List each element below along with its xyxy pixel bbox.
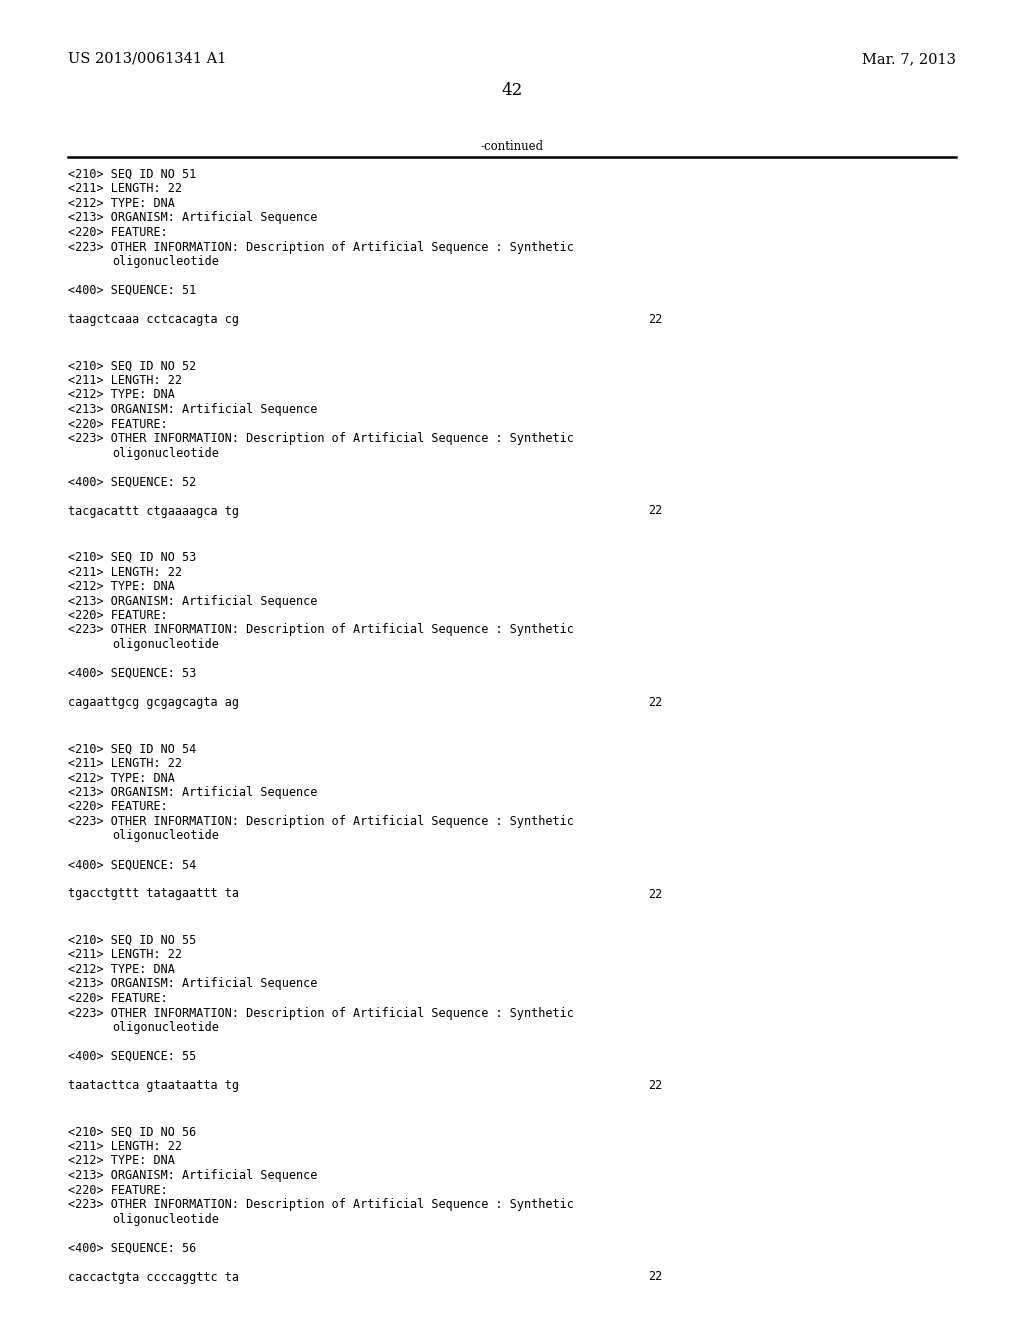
Text: <211> LENGTH: 22: <211> LENGTH: 22 (68, 565, 182, 578)
Text: <210> SEQ ID NO 52: <210> SEQ ID NO 52 (68, 359, 197, 372)
Text: 22: 22 (648, 1078, 663, 1092)
Text: <212> TYPE: DNA: <212> TYPE: DNA (68, 579, 175, 593)
Text: <400> SEQUENCE: 52: <400> SEQUENCE: 52 (68, 475, 197, 488)
Text: cagaattgcg gcgagcagta ag: cagaattgcg gcgagcagta ag (68, 696, 239, 709)
Text: <400> SEQUENCE: 54: <400> SEQUENCE: 54 (68, 858, 197, 871)
Text: <400> SEQUENCE: 56: <400> SEQUENCE: 56 (68, 1242, 197, 1254)
Text: -continued: -continued (480, 140, 544, 153)
Text: <213> ORGANISM: Artificial Sequence: <213> ORGANISM: Artificial Sequence (68, 978, 317, 990)
Text: <400> SEQUENCE: 55: <400> SEQUENCE: 55 (68, 1049, 197, 1063)
Text: <212> TYPE: DNA: <212> TYPE: DNA (68, 1155, 175, 1167)
Text: <212> TYPE: DNA: <212> TYPE: DNA (68, 388, 175, 401)
Text: <210> SEQ ID NO 51: <210> SEQ ID NO 51 (68, 168, 197, 181)
Text: oligonucleotide: oligonucleotide (112, 829, 219, 842)
Text: <213> ORGANISM: Artificial Sequence: <213> ORGANISM: Artificial Sequence (68, 785, 317, 799)
Text: <223> OTHER INFORMATION: Description of Artificial Sequence : Synthetic: <223> OTHER INFORMATION: Description of … (68, 1006, 573, 1019)
Text: taatacttca gtaataatta tg: taatacttca gtaataatta tg (68, 1078, 239, 1092)
Text: 22: 22 (648, 887, 663, 900)
Text: <212> TYPE: DNA: <212> TYPE: DNA (68, 771, 175, 784)
Text: <211> LENGTH: 22: <211> LENGTH: 22 (68, 949, 182, 961)
Text: oligonucleotide: oligonucleotide (112, 255, 219, 268)
Text: 22: 22 (648, 696, 663, 709)
Text: <210> SEQ ID NO 55: <210> SEQ ID NO 55 (68, 935, 197, 946)
Text: 22: 22 (648, 313, 663, 326)
Text: <212> TYPE: DNA: <212> TYPE: DNA (68, 964, 175, 975)
Text: oligonucleotide: oligonucleotide (112, 446, 219, 459)
Text: tacgacattt ctgaaaagca tg: tacgacattt ctgaaaagca tg (68, 504, 239, 517)
Text: <400> SEQUENCE: 53: <400> SEQUENCE: 53 (68, 667, 197, 680)
Text: <220> FEATURE:: <220> FEATURE: (68, 226, 168, 239)
Text: <223> OTHER INFORMATION: Description of Artificial Sequence : Synthetic: <223> OTHER INFORMATION: Description of … (68, 432, 573, 445)
Text: <211> LENGTH: 22: <211> LENGTH: 22 (68, 374, 182, 387)
Text: oligonucleotide: oligonucleotide (112, 1213, 219, 1225)
Text: <210> SEQ ID NO 54: <210> SEQ ID NO 54 (68, 742, 197, 755)
Text: <400> SEQUENCE: 51: <400> SEQUENCE: 51 (68, 284, 197, 297)
Text: <211> LENGTH: 22: <211> LENGTH: 22 (68, 1140, 182, 1152)
Text: <210> SEQ ID NO 53: <210> SEQ ID NO 53 (68, 550, 197, 564)
Text: tgacctgttt tatagaattt ta: tgacctgttt tatagaattt ta (68, 887, 239, 900)
Text: <213> ORGANISM: Artificial Sequence: <213> ORGANISM: Artificial Sequence (68, 211, 317, 224)
Text: <223> OTHER INFORMATION: Description of Artificial Sequence : Synthetic: <223> OTHER INFORMATION: Description of … (68, 240, 573, 253)
Text: <212> TYPE: DNA: <212> TYPE: DNA (68, 197, 175, 210)
Text: 22: 22 (648, 504, 663, 517)
Text: oligonucleotide: oligonucleotide (112, 1020, 219, 1034)
Text: caccactgta ccccaggttc ta: caccactgta ccccaggttc ta (68, 1270, 239, 1283)
Text: <210> SEQ ID NO 56: <210> SEQ ID NO 56 (68, 1126, 197, 1138)
Text: <220> FEATURE:: <220> FEATURE: (68, 993, 168, 1005)
Text: 42: 42 (502, 82, 522, 99)
Text: taagctcaaa cctcacagta cg: taagctcaaa cctcacagta cg (68, 313, 239, 326)
Text: <211> LENGTH: 22: <211> LENGTH: 22 (68, 756, 182, 770)
Text: <220> FEATURE:: <220> FEATURE: (68, 800, 168, 813)
Text: <220> FEATURE:: <220> FEATURE: (68, 417, 168, 430)
Text: <223> OTHER INFORMATION: Description of Artificial Sequence : Synthetic: <223> OTHER INFORMATION: Description of … (68, 1199, 573, 1210)
Text: <211> LENGTH: 22: <211> LENGTH: 22 (68, 182, 182, 195)
Text: <213> ORGANISM: Artificial Sequence: <213> ORGANISM: Artificial Sequence (68, 594, 317, 607)
Text: <213> ORGANISM: Artificial Sequence: <213> ORGANISM: Artificial Sequence (68, 1170, 317, 1181)
Text: 22: 22 (648, 1270, 663, 1283)
Text: <213> ORGANISM: Artificial Sequence: <213> ORGANISM: Artificial Sequence (68, 403, 317, 416)
Text: US 2013/0061341 A1: US 2013/0061341 A1 (68, 51, 226, 66)
Text: <220> FEATURE:: <220> FEATURE: (68, 1184, 168, 1196)
Text: <223> OTHER INFORMATION: Description of Artificial Sequence : Synthetic: <223> OTHER INFORMATION: Description of … (68, 623, 573, 636)
Text: oligonucleotide: oligonucleotide (112, 638, 219, 651)
Text: <220> FEATURE:: <220> FEATURE: (68, 609, 168, 622)
Text: Mar. 7, 2013: Mar. 7, 2013 (862, 51, 956, 66)
Text: <223> OTHER INFORMATION: Description of Artificial Sequence : Synthetic: <223> OTHER INFORMATION: Description of … (68, 814, 573, 828)
